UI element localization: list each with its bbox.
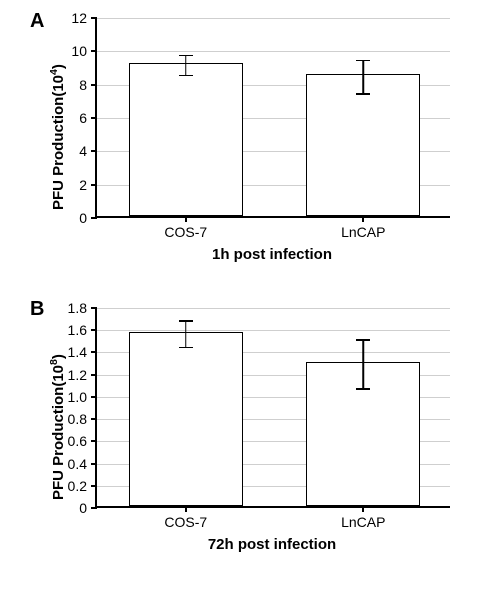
y-tick-label: 6	[79, 110, 87, 126]
y-tick-label: 1.8	[68, 300, 87, 316]
y-tick-label: 1.6	[68, 322, 87, 338]
x-tick-label: COS-7	[164, 514, 207, 530]
gridline	[97, 51, 450, 52]
y-tick-label: 0	[79, 210, 87, 226]
panel-a-ylabel-text: PFU Production(10	[50, 75, 67, 210]
y-tick-label: 4	[79, 143, 87, 159]
y-tick-label: 1.2	[68, 367, 87, 383]
error-cap	[356, 388, 370, 390]
y-tick-label: 0	[79, 500, 87, 516]
x-tick	[362, 216, 364, 222]
error-cap	[179, 320, 193, 322]
error-bar	[363, 60, 365, 93]
x-tick-label: LnCAP	[341, 514, 385, 530]
x-tick	[185, 506, 187, 512]
gridline	[97, 308, 450, 309]
panel-a-ylabel-tail: )	[50, 64, 67, 69]
y-tick-label: 0.6	[68, 433, 87, 449]
x-tick	[185, 216, 187, 222]
panel-a-label: A	[30, 10, 44, 33]
bar	[129, 63, 243, 216]
error-bar	[185, 320, 187, 347]
panel-a-ylabel-sup: 4	[48, 69, 60, 75]
gridline	[97, 18, 450, 19]
error-bar	[185, 55, 187, 75]
panel-a-ylabel: PFU Production(104)	[48, 64, 67, 210]
panel-b-ylabel: PFU Production(108)	[48, 354, 67, 500]
panel-a-xlabel: 1h post infection	[212, 246, 332, 263]
y-tick-label: 0.8	[68, 411, 87, 427]
panel-b-plot: 00.20.40.60.81.01.21.41.61.8COS-7LnCAP	[95, 308, 450, 508]
panel-b-label: B	[30, 298, 44, 321]
bar	[129, 332, 243, 506]
x-tick-label: LnCAP	[341, 224, 385, 240]
error-cap	[356, 60, 370, 62]
panel-a-plot: 024681012COS-7LnCAP	[95, 18, 450, 218]
y-tick-label: 10	[71, 43, 87, 59]
y-tick-label: 1.0	[68, 389, 87, 405]
x-tick	[362, 506, 364, 512]
error-bar	[363, 339, 365, 388]
error-cap	[179, 347, 193, 349]
y-tick-label: 2	[79, 177, 87, 193]
y-tick-label: 0.2	[68, 478, 87, 494]
error-cap	[356, 339, 370, 341]
y-tick-label: 8	[79, 77, 87, 93]
error-cap	[356, 93, 370, 95]
y-tick	[91, 217, 97, 219]
error-cap	[179, 55, 193, 57]
panel-b-ylabel-sup: 8	[48, 359, 60, 365]
y-tick-label: 12	[71, 10, 87, 26]
error-cap	[179, 75, 193, 77]
panel-b-xlabel: 72h post infection	[208, 536, 336, 553]
y-tick	[91, 507, 97, 509]
y-tick-label: 1.4	[68, 344, 87, 360]
panel-b-ylabel-tail: )	[50, 354, 67, 359]
panel-b-ylabel-text: PFU Production(10	[50, 365, 67, 500]
x-tick-label: COS-7	[164, 224, 207, 240]
y-tick-label: 0.4	[68, 456, 87, 472]
bar	[306, 74, 420, 216]
